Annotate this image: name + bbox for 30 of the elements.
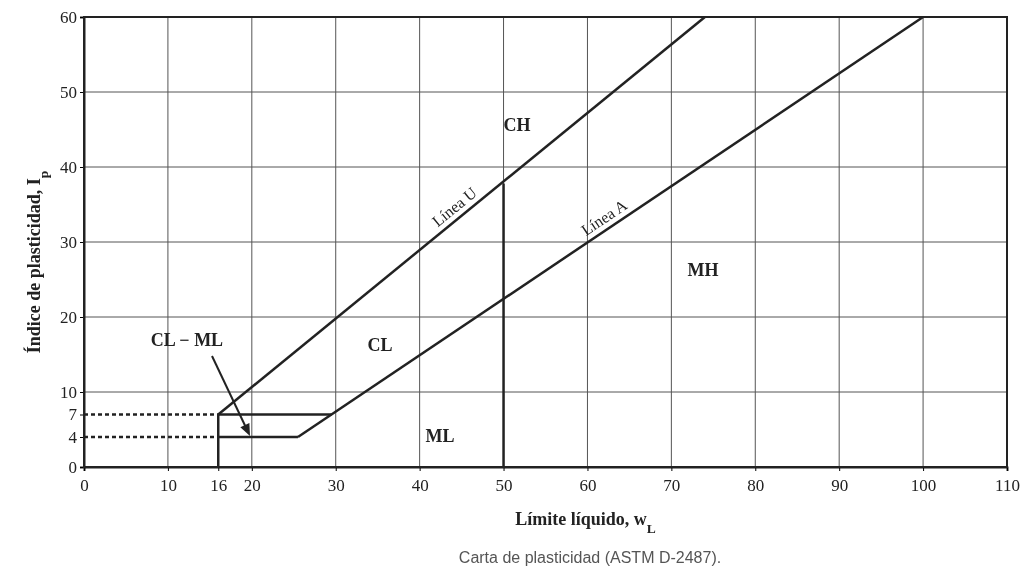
annotation: ML bbox=[425, 426, 455, 447]
text: Línea A bbox=[578, 195, 631, 239]
x-tick-label: 100 bbox=[910, 476, 937, 495]
x-tick-label: 40 bbox=[411, 476, 429, 495]
text: Línea U bbox=[428, 183, 481, 230]
y-tick-label: 50 bbox=[60, 82, 77, 102]
y-tick-label: 20 bbox=[60, 307, 77, 327]
x-tick-label: 10 bbox=[159, 476, 177, 495]
x-tick-label: 16 bbox=[210, 476, 228, 495]
annotation: CL bbox=[367, 335, 393, 356]
x-axis-title: Límite líquido, w$_{L}$ bbox=[515, 509, 656, 536]
annotation: CH bbox=[503, 115, 531, 136]
x-tick-label: 90 bbox=[831, 476, 849, 495]
x-tick-label: 20 bbox=[243, 476, 261, 495]
x-tick-label: 30 bbox=[327, 476, 345, 495]
x-tick-label: 110 bbox=[995, 476, 1020, 495]
x-tick-label: 80 bbox=[747, 476, 765, 495]
text: Carta de plasticidad (ASTM D-2487). bbox=[458, 549, 722, 566]
annotation: MH bbox=[687, 260, 719, 281]
y-tick-label: 10 bbox=[60, 382, 77, 402]
x-tick-label: 60 bbox=[579, 476, 597, 495]
y-tick-label: 40 bbox=[60, 157, 77, 177]
annotation: CL − ML bbox=[150, 330, 224, 350]
x-tick-label: 70 bbox=[663, 476, 681, 495]
y-tick-label: 0 bbox=[68, 457, 77, 477]
y-tick-label: 60 bbox=[60, 7, 77, 27]
x-tick-label: 50 bbox=[495, 476, 513, 495]
y-tick-label: 30 bbox=[60, 232, 77, 252]
y-tick-label: 4 bbox=[68, 427, 78, 447]
y-tick-label: 7 bbox=[68, 405, 78, 425]
